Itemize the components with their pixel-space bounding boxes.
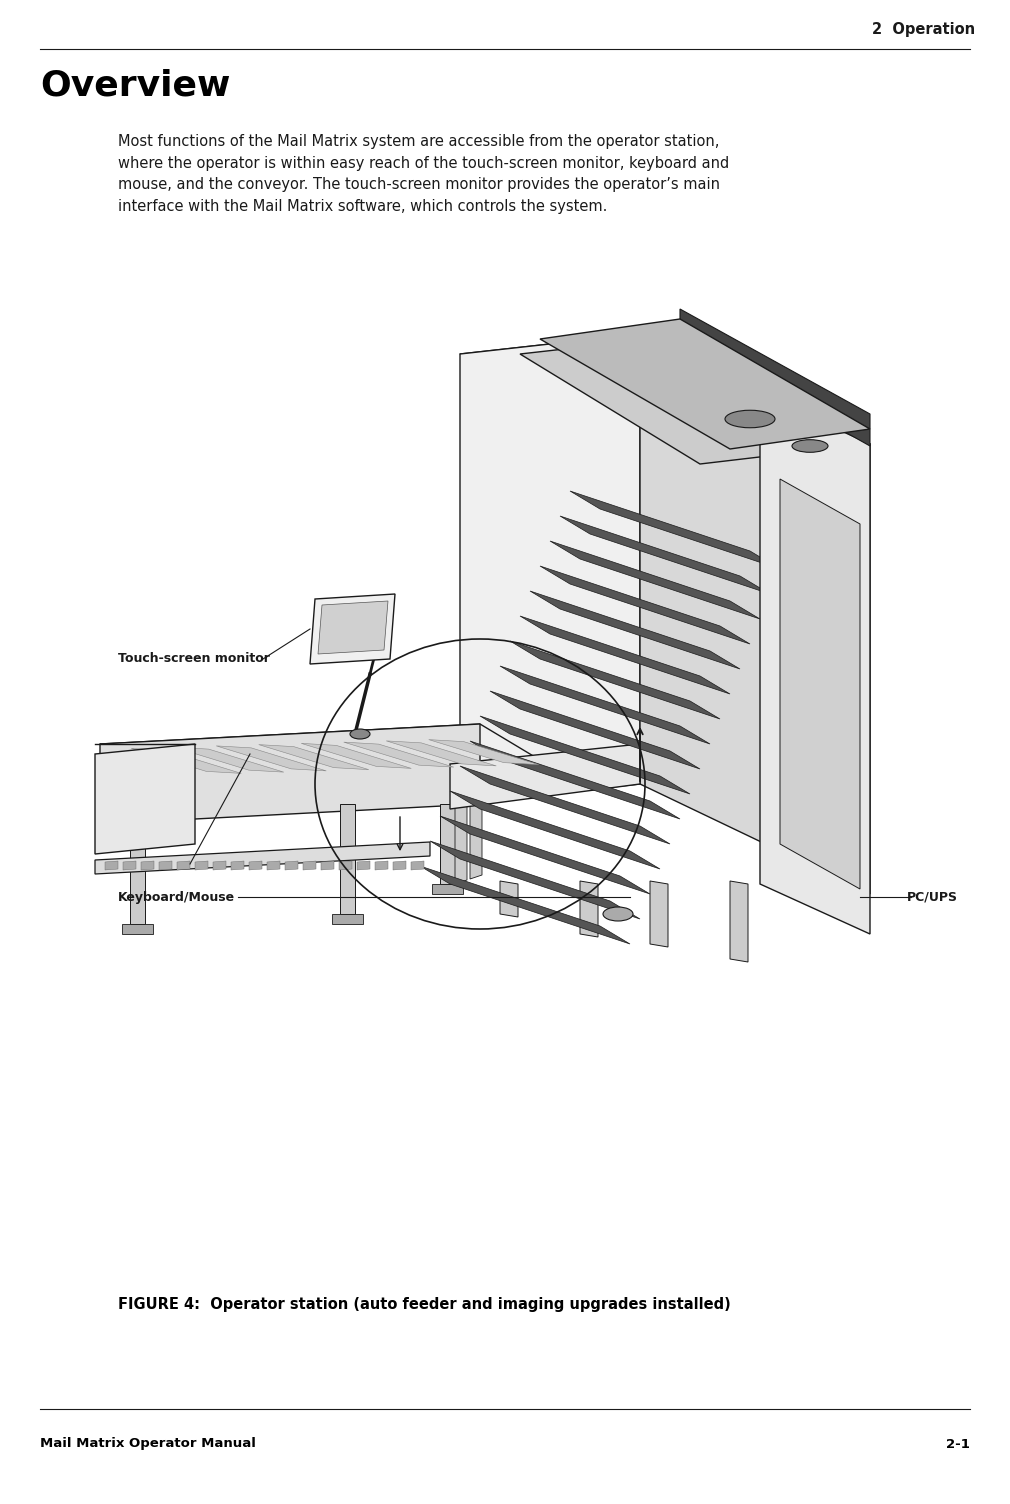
Polygon shape	[249, 860, 262, 869]
Polygon shape	[95, 744, 195, 854]
Polygon shape	[303, 860, 316, 869]
Ellipse shape	[792, 439, 828, 453]
Polygon shape	[231, 860, 244, 869]
Polygon shape	[454, 794, 467, 884]
Polygon shape	[195, 860, 208, 869]
Polygon shape	[450, 791, 660, 869]
Polygon shape	[267, 860, 280, 869]
Text: Touch-screen monitor: Touch-screen monitor	[118, 653, 270, 665]
Polygon shape	[580, 881, 598, 937]
Polygon shape	[259, 744, 369, 770]
Text: Conveyor: Conveyor	[118, 857, 184, 871]
Polygon shape	[100, 723, 480, 824]
Text: FIGURE 4:  Operator station (auto feeder and imaging upgrades installed): FIGURE 4: Operator station (auto feeder …	[118, 1296, 731, 1311]
Polygon shape	[131, 749, 241, 773]
Polygon shape	[159, 860, 172, 869]
Polygon shape	[285, 860, 298, 869]
Polygon shape	[332, 914, 363, 923]
Polygon shape	[123, 860, 136, 869]
Polygon shape	[174, 747, 284, 772]
Polygon shape	[440, 817, 650, 893]
Polygon shape	[339, 860, 352, 869]
Polygon shape	[520, 617, 730, 693]
Polygon shape	[460, 766, 670, 844]
Polygon shape	[540, 319, 870, 450]
Polygon shape	[640, 334, 870, 893]
Polygon shape	[122, 923, 153, 934]
Ellipse shape	[603, 907, 633, 920]
Polygon shape	[141, 860, 154, 869]
Text: 2-1: 2-1	[946, 1438, 970, 1450]
Polygon shape	[318, 602, 388, 654]
Polygon shape	[177, 860, 190, 869]
Polygon shape	[730, 881, 748, 963]
Polygon shape	[429, 740, 538, 764]
Ellipse shape	[725, 411, 775, 427]
Polygon shape	[95, 842, 430, 874]
Text: Most functions of the Mail Matrix system are accessible from the operator statio: Most functions of the Mail Matrix system…	[118, 134, 729, 214]
Polygon shape	[430, 841, 640, 919]
Polygon shape	[411, 860, 424, 869]
Polygon shape	[540, 566, 750, 644]
Polygon shape	[450, 744, 640, 809]
Polygon shape	[680, 308, 870, 447]
Polygon shape	[393, 860, 406, 869]
Polygon shape	[420, 866, 630, 945]
Polygon shape	[470, 741, 680, 820]
Polygon shape	[510, 641, 720, 719]
Polygon shape	[340, 805, 355, 914]
Polygon shape	[780, 478, 860, 889]
Polygon shape	[550, 541, 760, 620]
Text: Keyboard/Mouse: Keyboard/Mouse	[118, 890, 235, 904]
Polygon shape	[460, 334, 870, 465]
Polygon shape	[470, 794, 482, 878]
Polygon shape	[500, 881, 518, 917]
Polygon shape	[460, 334, 640, 805]
Polygon shape	[530, 591, 740, 669]
Polygon shape	[480, 716, 690, 794]
Polygon shape	[560, 516, 770, 594]
Polygon shape	[105, 860, 118, 869]
Polygon shape	[357, 860, 370, 869]
Polygon shape	[490, 690, 700, 769]
Polygon shape	[760, 394, 870, 934]
Polygon shape	[310, 594, 395, 663]
Polygon shape	[375, 860, 388, 869]
Text: PC/UPS: PC/UPS	[907, 890, 958, 904]
Polygon shape	[520, 335, 870, 465]
Ellipse shape	[350, 729, 370, 738]
Polygon shape	[343, 741, 453, 767]
Polygon shape	[650, 881, 668, 948]
Polygon shape	[130, 805, 145, 923]
Polygon shape	[432, 884, 463, 893]
Polygon shape	[301, 743, 411, 769]
Text: Overview: Overview	[40, 69, 230, 102]
Polygon shape	[213, 860, 226, 869]
Polygon shape	[570, 490, 780, 569]
Polygon shape	[321, 860, 334, 869]
Text: 2  Operation: 2 Operation	[872, 23, 975, 38]
Polygon shape	[440, 805, 454, 884]
Polygon shape	[500, 666, 710, 744]
Polygon shape	[216, 746, 326, 772]
Text: Mail Matrix Operator Manual: Mail Matrix Operator Manual	[40, 1438, 256, 1450]
Polygon shape	[386, 741, 496, 766]
Polygon shape	[100, 723, 580, 805]
